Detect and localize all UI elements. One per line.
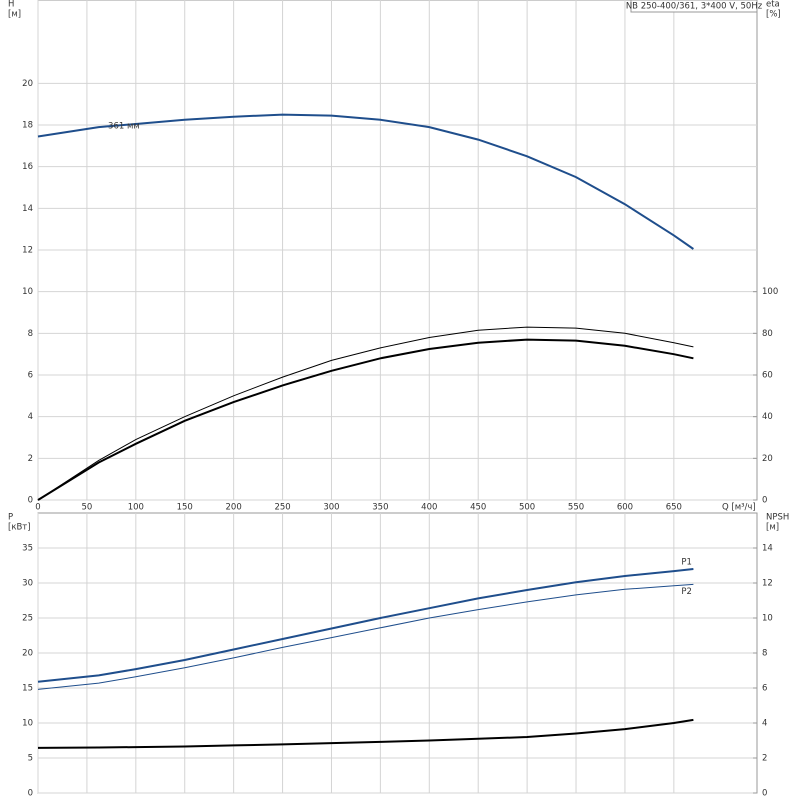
- y2-axis-label: eta: [766, 0, 780, 10]
- y-tick-label: 5: [28, 754, 33, 764]
- x-tick-label: 550: [568, 503, 584, 513]
- y2-axis-label: [м]: [766, 523, 779, 533]
- x-tick-label: 400: [421, 503, 437, 513]
- y2-tick-label: 10: [762, 614, 773, 624]
- x-tick-label: 100: [128, 503, 144, 513]
- y-tick-label: 0: [28, 496, 33, 506]
- y-tick-label: 30: [22, 579, 33, 589]
- x-tick-label: 250: [274, 503, 290, 513]
- series-line: [37, 583, 694, 690]
- series-label: P2: [681, 587, 692, 597]
- y2-tick-label: 20: [762, 454, 773, 464]
- y2-tick-label: 80: [762, 329, 773, 339]
- chart-title: NB 250-400/361, 3*400 V, 50Hz: [626, 2, 763, 12]
- x-tick-label: 500: [519, 503, 535, 513]
- y2-tick-label: 8: [762, 649, 767, 659]
- y2-tick-label: 12: [762, 579, 773, 589]
- y-tick-label: 20: [22, 649, 33, 659]
- y-axis-label: [м]: [8, 10, 21, 20]
- y-axis-label: H: [8, 0, 14, 10]
- y-tick-label: 8: [28, 329, 33, 339]
- x-axis-label: Q [м³/ч]: [722, 503, 756, 513]
- y2-tick-label: 100: [762, 287, 778, 297]
- y2-tick-label: 0: [762, 496, 767, 506]
- y-tick-label: 10: [22, 287, 33, 297]
- y-tick-label: 6: [28, 371, 33, 381]
- x-tick-label: 350: [372, 503, 388, 513]
- y2-tick-label: 14: [762, 544, 773, 554]
- x-tick-label: 50: [81, 503, 92, 513]
- series-line: [37, 326, 694, 501]
- y-tick-label: 0: [28, 789, 33, 799]
- y-tick-label: 12: [22, 246, 33, 256]
- y2-tick-label: 4: [762, 719, 767, 729]
- y-tick-label: 20: [22, 79, 33, 89]
- y2-tick-label: 2: [762, 754, 767, 764]
- y-tick-label: 10: [22, 719, 33, 729]
- title-box: [630, 0, 758, 13]
- x-tick-label: 200: [226, 503, 242, 513]
- series-line: [37, 338, 694, 501]
- curve-label: 361 мм: [108, 122, 140, 132]
- x-tick-label: 0: [35, 503, 40, 513]
- y-axis-label: [кВт]: [8, 523, 31, 533]
- series-label: P1: [681, 558, 692, 568]
- series-line: [37, 718, 694, 749]
- x-tick-label: 150: [177, 503, 193, 513]
- y2-axis-label: [%]: [766, 10, 781, 20]
- y-tick-label: 4: [28, 412, 33, 422]
- series-line: [37, 568, 694, 683]
- y-tick-label: 35: [22, 544, 33, 554]
- y-tick-label: 18: [22, 121, 33, 131]
- y2-tick-label: 6: [762, 684, 767, 694]
- y-tick-label: 14: [22, 204, 33, 214]
- x-tick-label: 650: [666, 503, 682, 513]
- x-tick-label: 300: [323, 503, 339, 513]
- y2-tick-label: 0: [762, 789, 767, 799]
- y-axis-label: P: [8, 513, 13, 523]
- y-tick-label: 25: [22, 614, 33, 624]
- x-tick-label: 600: [617, 503, 633, 513]
- y2-axis-label: NPSH: [766, 513, 789, 523]
- x-tick-label: 450: [470, 503, 486, 513]
- y2-tick-label: 40: [762, 412, 773, 422]
- y2-tick-label: 60: [762, 371, 773, 381]
- y-tick-label: 2: [28, 454, 33, 464]
- y-tick-label: 16: [22, 162, 33, 172]
- series-line: [37, 113, 694, 250]
- y-tick-label: 15: [22, 684, 33, 694]
